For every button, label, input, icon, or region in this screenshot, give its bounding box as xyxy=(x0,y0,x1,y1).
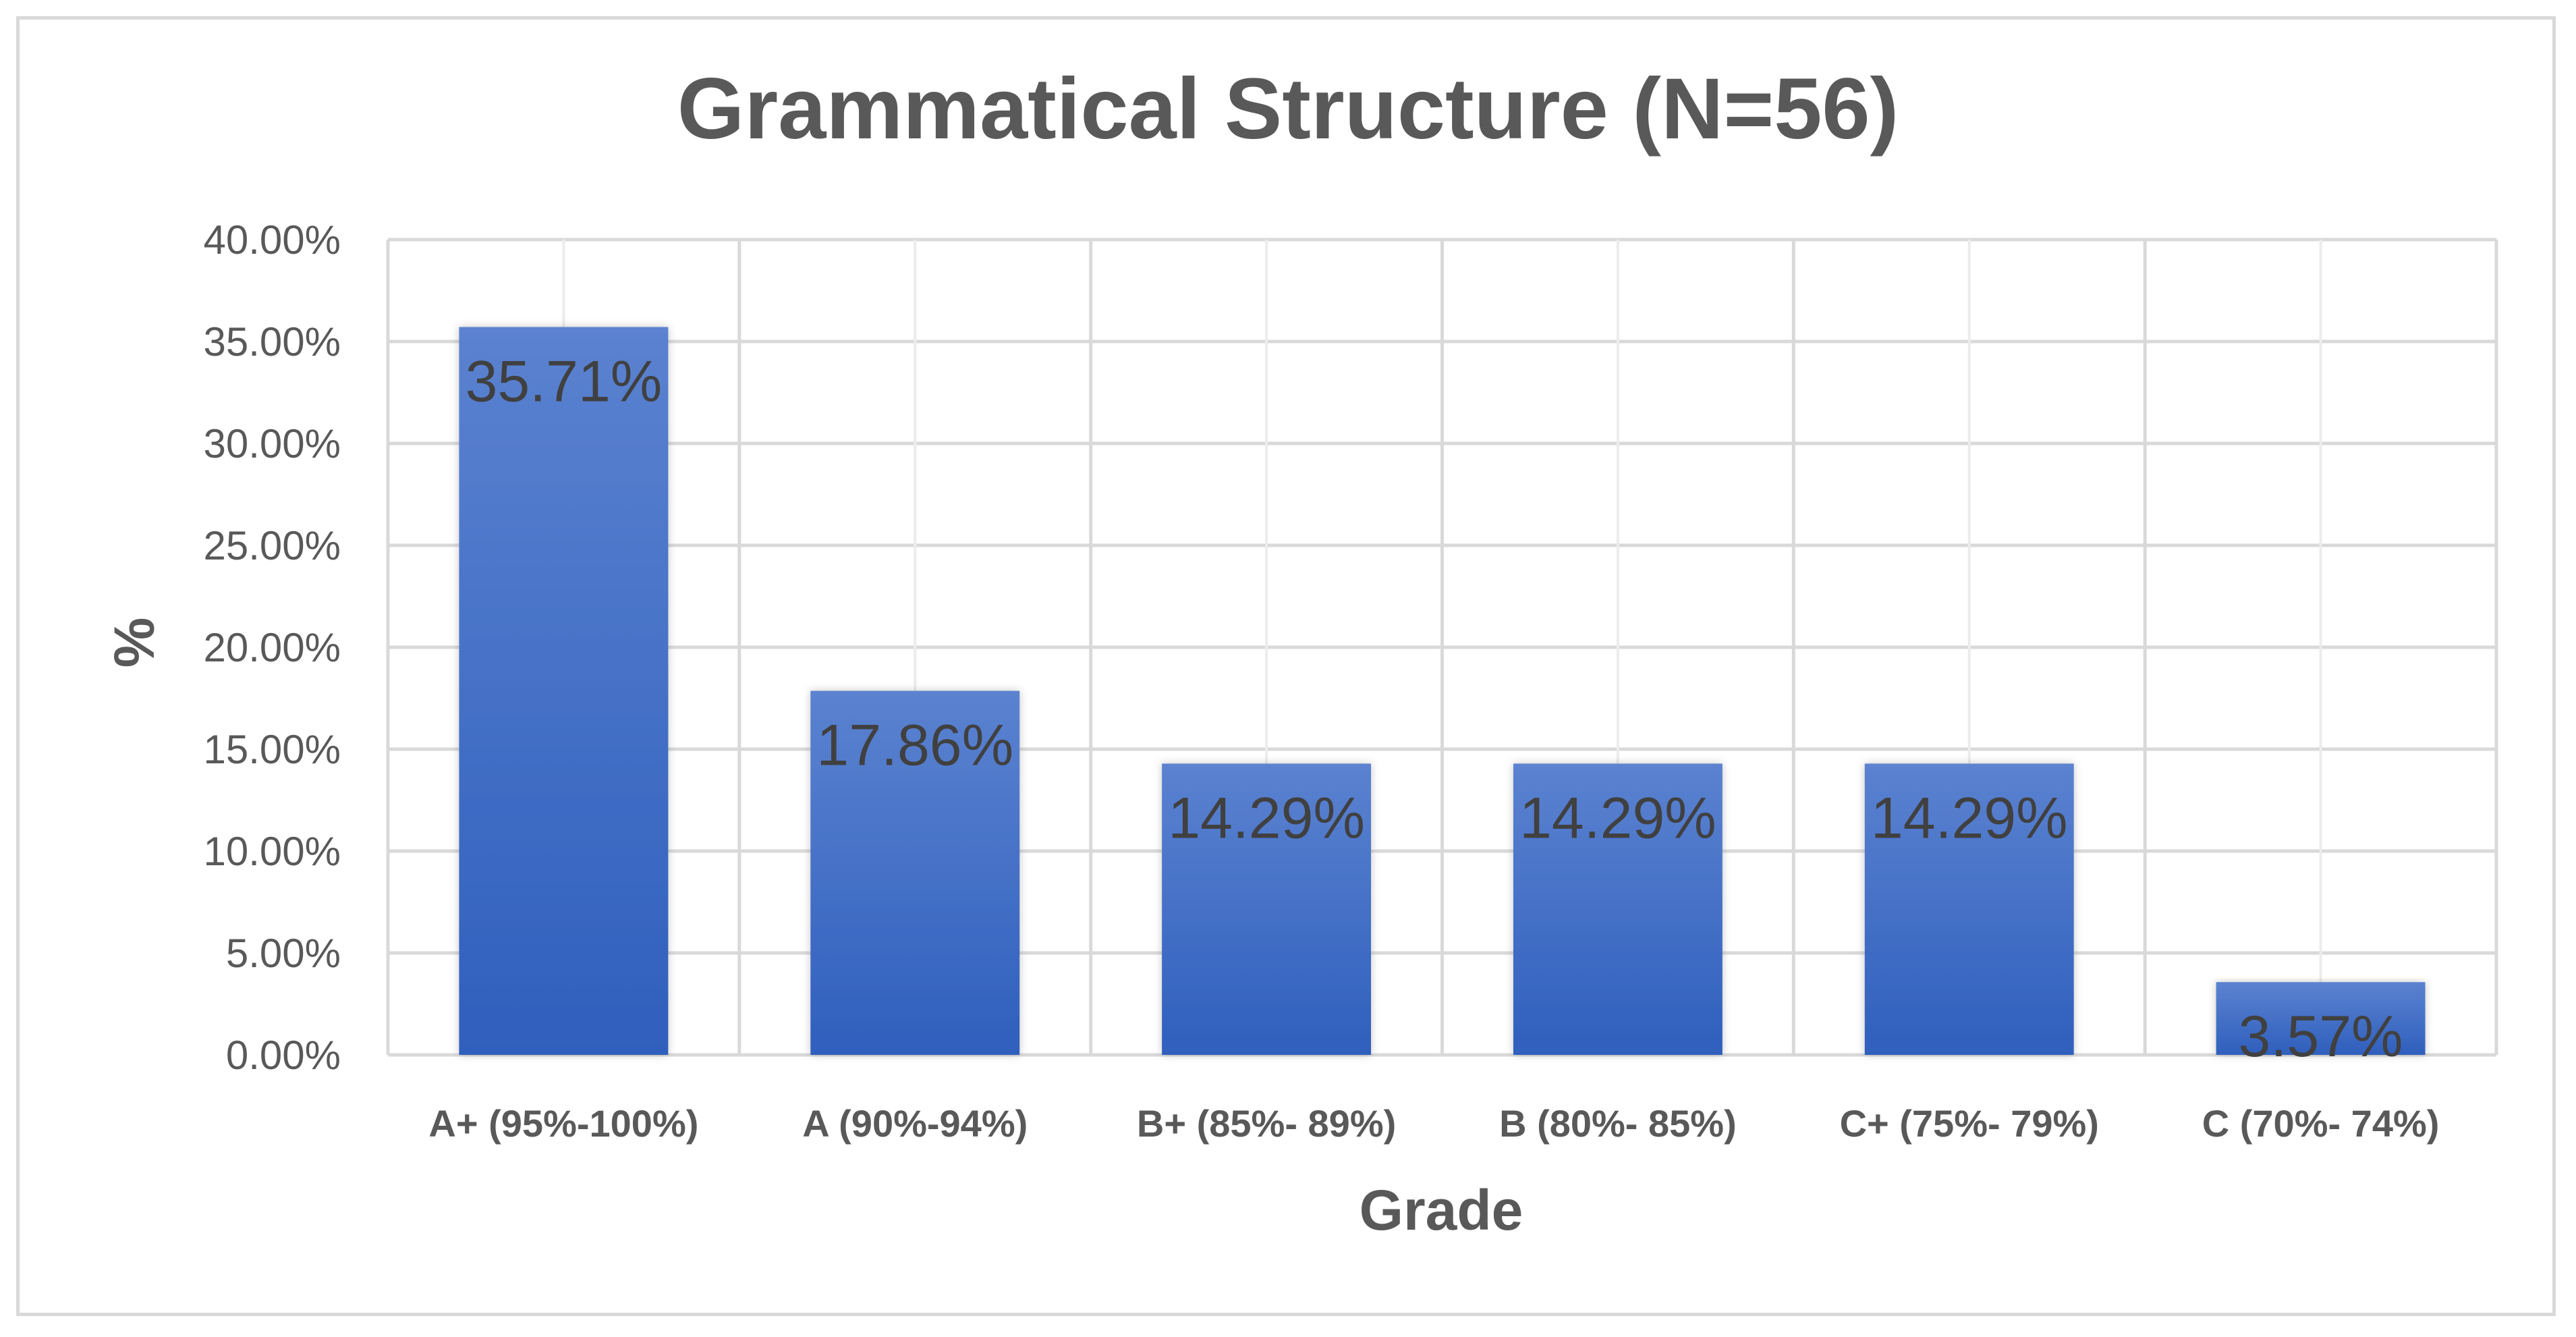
x-tick-label: C+ (75%- 79%) xyxy=(1840,1102,2099,1145)
data-label: 14.29% xyxy=(1168,786,1365,850)
x-tick-label: A+ (95%-100%) xyxy=(428,1102,698,1145)
y-tick-label: 25.00% xyxy=(204,523,341,568)
chart-frame xyxy=(16,16,2556,1316)
y-tick-label: 15.00% xyxy=(204,727,341,772)
y-tick-label: 10.00% xyxy=(204,829,341,874)
x-tick-label: B+ (85%- 89%) xyxy=(1137,1102,1396,1145)
chart-title: Grammatical Structure (N=56) xyxy=(677,61,1899,157)
data-label: 14.29% xyxy=(1871,786,2068,850)
y-tick-label: 35.00% xyxy=(204,319,341,364)
data-label: 35.71% xyxy=(466,350,663,414)
y-tick-label: 40.00% xyxy=(204,217,341,263)
y-tick-label: 5.00% xyxy=(226,931,341,976)
bar xyxy=(1162,763,1372,1055)
x-tick-label: C (70%- 74%) xyxy=(2202,1102,2440,1145)
gridlines xyxy=(386,238,2498,1057)
y-axis-title: % xyxy=(103,618,166,668)
x-axis-title: Grade xyxy=(1360,1178,1523,1242)
y-tick-label: 0.00% xyxy=(226,1033,341,1078)
x-tick-label: B (80%- 85%) xyxy=(1499,1102,1737,1145)
y-tick-label: 20.00% xyxy=(204,625,341,670)
bar xyxy=(459,327,669,1056)
data-label: 14.29% xyxy=(1519,786,1716,850)
y-axis-ticks: 0.00% 5.00% 10.00% 15.00% 20.00% 25.00% 30.00%… xyxy=(204,217,341,1078)
data-label: 3.57% xyxy=(2239,1004,2403,1069)
bar xyxy=(810,690,1020,1055)
y-tick-label: 30.00% xyxy=(204,421,341,466)
x-tick-label: A (90%-94%) xyxy=(802,1102,1028,1145)
x-axis-ticks: A+ (95%-100%) A (90%-94%) B+ (85%- 89%) B (… xyxy=(428,1102,2439,1145)
bar xyxy=(2216,982,2426,1055)
bar xyxy=(1864,763,2074,1055)
bar xyxy=(1513,763,1723,1055)
bars xyxy=(459,327,2426,1056)
data-label: 17.86% xyxy=(816,713,1013,778)
data-labels: 35.71% 17.86% 14.29% 14.29% 14.29% 3.57% xyxy=(466,350,2403,1070)
